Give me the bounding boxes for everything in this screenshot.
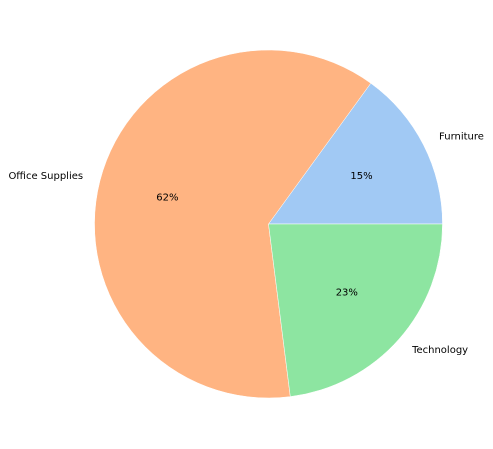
- pie-category-label: Office Supplies: [8, 171, 83, 182]
- pie-pct-label: 23%: [336, 288, 358, 299]
- pie-slice-technology: [268, 223, 443, 397]
- pie-pct-label: 62%: [156, 193, 178, 204]
- slices-layer: [94, 49, 443, 399]
- labels-layer: 15% Furniture 62% Office Supplies 23% Technol…: [8, 132, 484, 356]
- pie-pct-label: 15%: [350, 171, 372, 182]
- pie-slice-office-supplies: [94, 49, 372, 399]
- pie-slice-furniture: [268, 82, 443, 225]
- pie-category-label: Furniture: [439, 132, 484, 143]
- pie-category-label: Technology: [411, 345, 468, 356]
